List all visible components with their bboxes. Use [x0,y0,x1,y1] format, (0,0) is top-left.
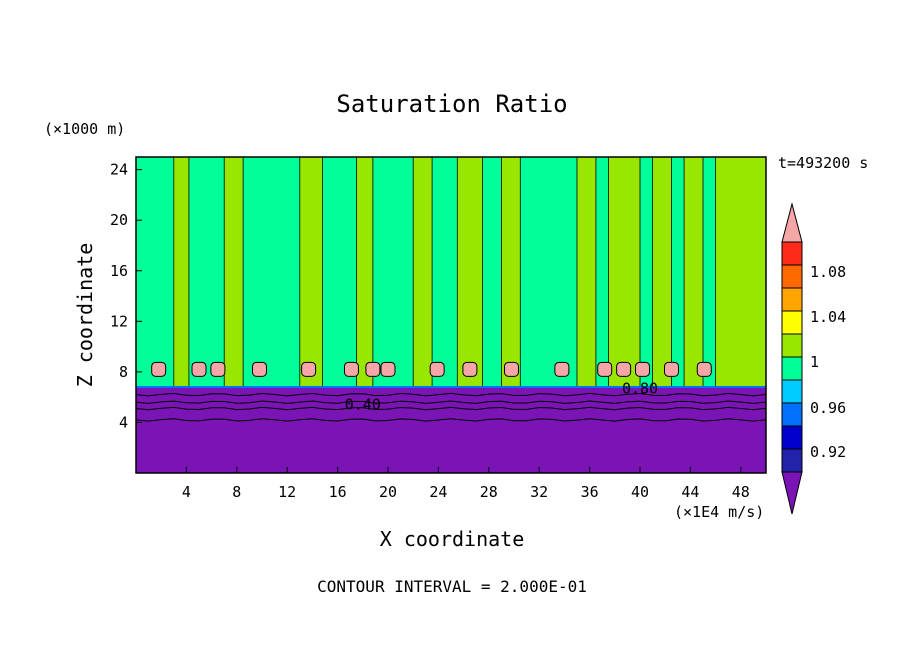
region-supersaturated-column [683,156,704,388]
colorbar-segment [781,402,803,427]
supersaturated-cell [365,361,381,377]
supersaturated-cell [696,361,712,377]
x-tick-label: 32 [530,483,548,501]
x-tick-label: 16 [329,483,347,501]
x-tick-label: 8 [232,483,241,501]
y-tick-label: 12 [110,312,128,330]
x-tick-label: 28 [480,483,498,501]
region-supersaturated-column [456,156,483,388]
colorbar-label: 0.96 [810,399,846,417]
colorbar-segment [781,333,803,358]
x-unit-label: (×1E4 m/s) [674,503,764,521]
region-supersaturated-column [500,156,521,388]
contour-line [135,406,767,411]
supersaturated-cell [616,361,632,377]
supersaturated-cell [554,361,570,377]
supersaturated-cell [503,361,519,377]
colorbar-label: 1 [810,353,819,371]
contour-label: 0.80 [622,379,658,397]
x-tick-label: 20 [379,483,397,501]
colorbar-segment [781,448,803,473]
x-tick-label: 12 [278,483,296,501]
supersaturated-cell [191,361,207,377]
supersaturated-cell [429,361,445,377]
contour-interval-label: CONTOUR INTERVAL = 2.000E-01 [317,577,587,596]
supersaturated-cell [210,361,226,377]
colorbar-segment [781,310,803,335]
colorbar: 0.92 0.96 1 1.04 1.08 [781,202,846,515]
region-supersaturated-column [576,156,597,388]
region-supersaturated-column [412,156,433,388]
region-supersaturated-column [608,156,641,388]
x-tick-label: 40 [631,483,649,501]
supersaturated-cell [597,361,613,377]
time-label: t=493200 s [778,154,868,172]
region-supersaturated-column [223,156,244,388]
contour-labels: 0.40 0.80 [345,379,658,413]
y-tick-label: 16 [110,262,128,280]
supersaturated-cell [380,361,396,377]
supersaturated-cell [635,361,651,377]
x-tick-label: 44 [681,483,699,501]
y-tick-label: 20 [110,211,128,229]
supersaturated-cell [664,361,679,377]
region-supersaturated-column [173,156,190,388]
supersaturated-cell [251,361,267,377]
colorbar-segment [781,264,803,289]
contour-line [135,392,767,397]
contour-field [135,156,767,473]
colorbar-label: 1.04 [810,308,846,326]
region-supersaturated-column [715,156,767,388]
colorbar-segment [781,356,803,381]
supersaturated-cell [301,361,317,377]
y-tick-label: 8 [119,363,128,381]
y-tick-label: 4 [119,413,128,431]
supersaturated-cell [462,361,478,377]
contour-line [135,418,767,422]
x-tick-label: 48 [732,483,750,501]
y-axis: 4 8 12 16 20 24 [110,161,142,431]
region-dry-layer [136,387,766,473]
x-axis: 4 8 12 16 20 24 28 32 36 40 44 48 [182,467,750,501]
colorbar-low-arrow [781,471,803,515]
region-supersaturated-column [356,156,374,388]
contour-line [135,400,767,404]
x-tick-label: 24 [429,483,447,501]
chart-title: Saturation Ratio [336,90,567,118]
supersaturated-cell [151,361,167,377]
contour-label: 0.40 [345,396,381,414]
region-supersaturated-column [299,156,323,388]
colorbar-segment [781,287,803,312]
colorbar-high-arrow [781,202,803,243]
x-tick-label: 36 [581,483,599,501]
y-axis-title: Z coordinate [73,243,97,388]
y-tick-label: 24 [110,161,128,179]
x-axis-title: X coordinate [380,527,525,551]
colorbar-segment [781,379,803,404]
plot-frame [135,156,767,474]
supersaturated-cell [343,361,359,377]
x-tick-label: 4 [182,483,191,501]
region-supersaturated-column [652,156,672,388]
y-unit-label: (×1000 m) [44,120,125,138]
colorbar-segment [781,241,803,266]
colorbar-label: 0.92 [810,443,846,461]
colorbar-segment [781,425,803,450]
colorbar-label: 1.08 [810,263,846,281]
